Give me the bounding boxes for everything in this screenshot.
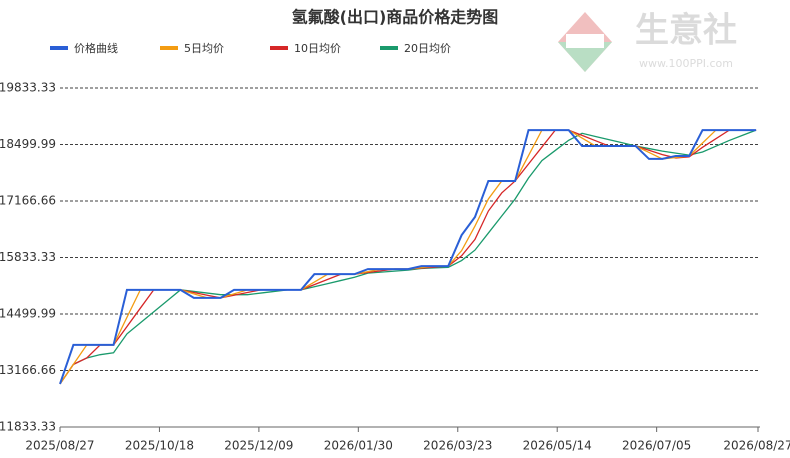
- logo: [558, 12, 612, 72]
- y-tick-label: 19833.33: [0, 81, 56, 95]
- logo: [558, 42, 612, 72]
- chart-title: 氢氟酸(出口)商品价格走势图: [292, 8, 499, 27]
- watermark-name: 生意社: [635, 11, 737, 51]
- series-line: [59, 129, 757, 385]
- watermark-url: www.100PPI.com: [639, 57, 733, 70]
- legend-label: 价格曲线: [74, 41, 118, 55]
- x-tick-label: 2025/08/27: [25, 439, 94, 453]
- y-tick-label: 14499.99: [0, 307, 56, 321]
- x-tick-label: 2025/10/18: [125, 439, 194, 453]
- series-line: [59, 129, 757, 385]
- legend-label: 10日均价: [294, 42, 341, 55]
- y-tick-label: 13166.66: [0, 363, 56, 377]
- y-tick-label: 17166.66: [0, 194, 56, 208]
- legend-label: 20日均价: [404, 42, 451, 55]
- x-tick-label: 2025/12/09: [224, 439, 293, 453]
- logo: [566, 34, 604, 48]
- x-tick-label: 2026/07/05: [622, 439, 691, 453]
- x-tick-label: 2026/08/27: [723, 439, 790, 453]
- x-tick-label: 2026/05/14: [523, 439, 592, 453]
- watermark: 生意社 www.100PPI.com: [558, 11, 737, 72]
- series-line: [59, 129, 757, 385]
- y-tick-label: 18499.99: [0, 137, 56, 151]
- y-tick-label: 11833.33: [0, 420, 56, 434]
- y-tick-label: 15833.33: [0, 250, 56, 264]
- x-tick-label: 2026/03/23: [423, 439, 492, 453]
- series-line: [59, 129, 757, 385]
- legend-label: 5日均价: [184, 42, 224, 55]
- x-tick-label: 2026/01/30: [324, 439, 393, 453]
